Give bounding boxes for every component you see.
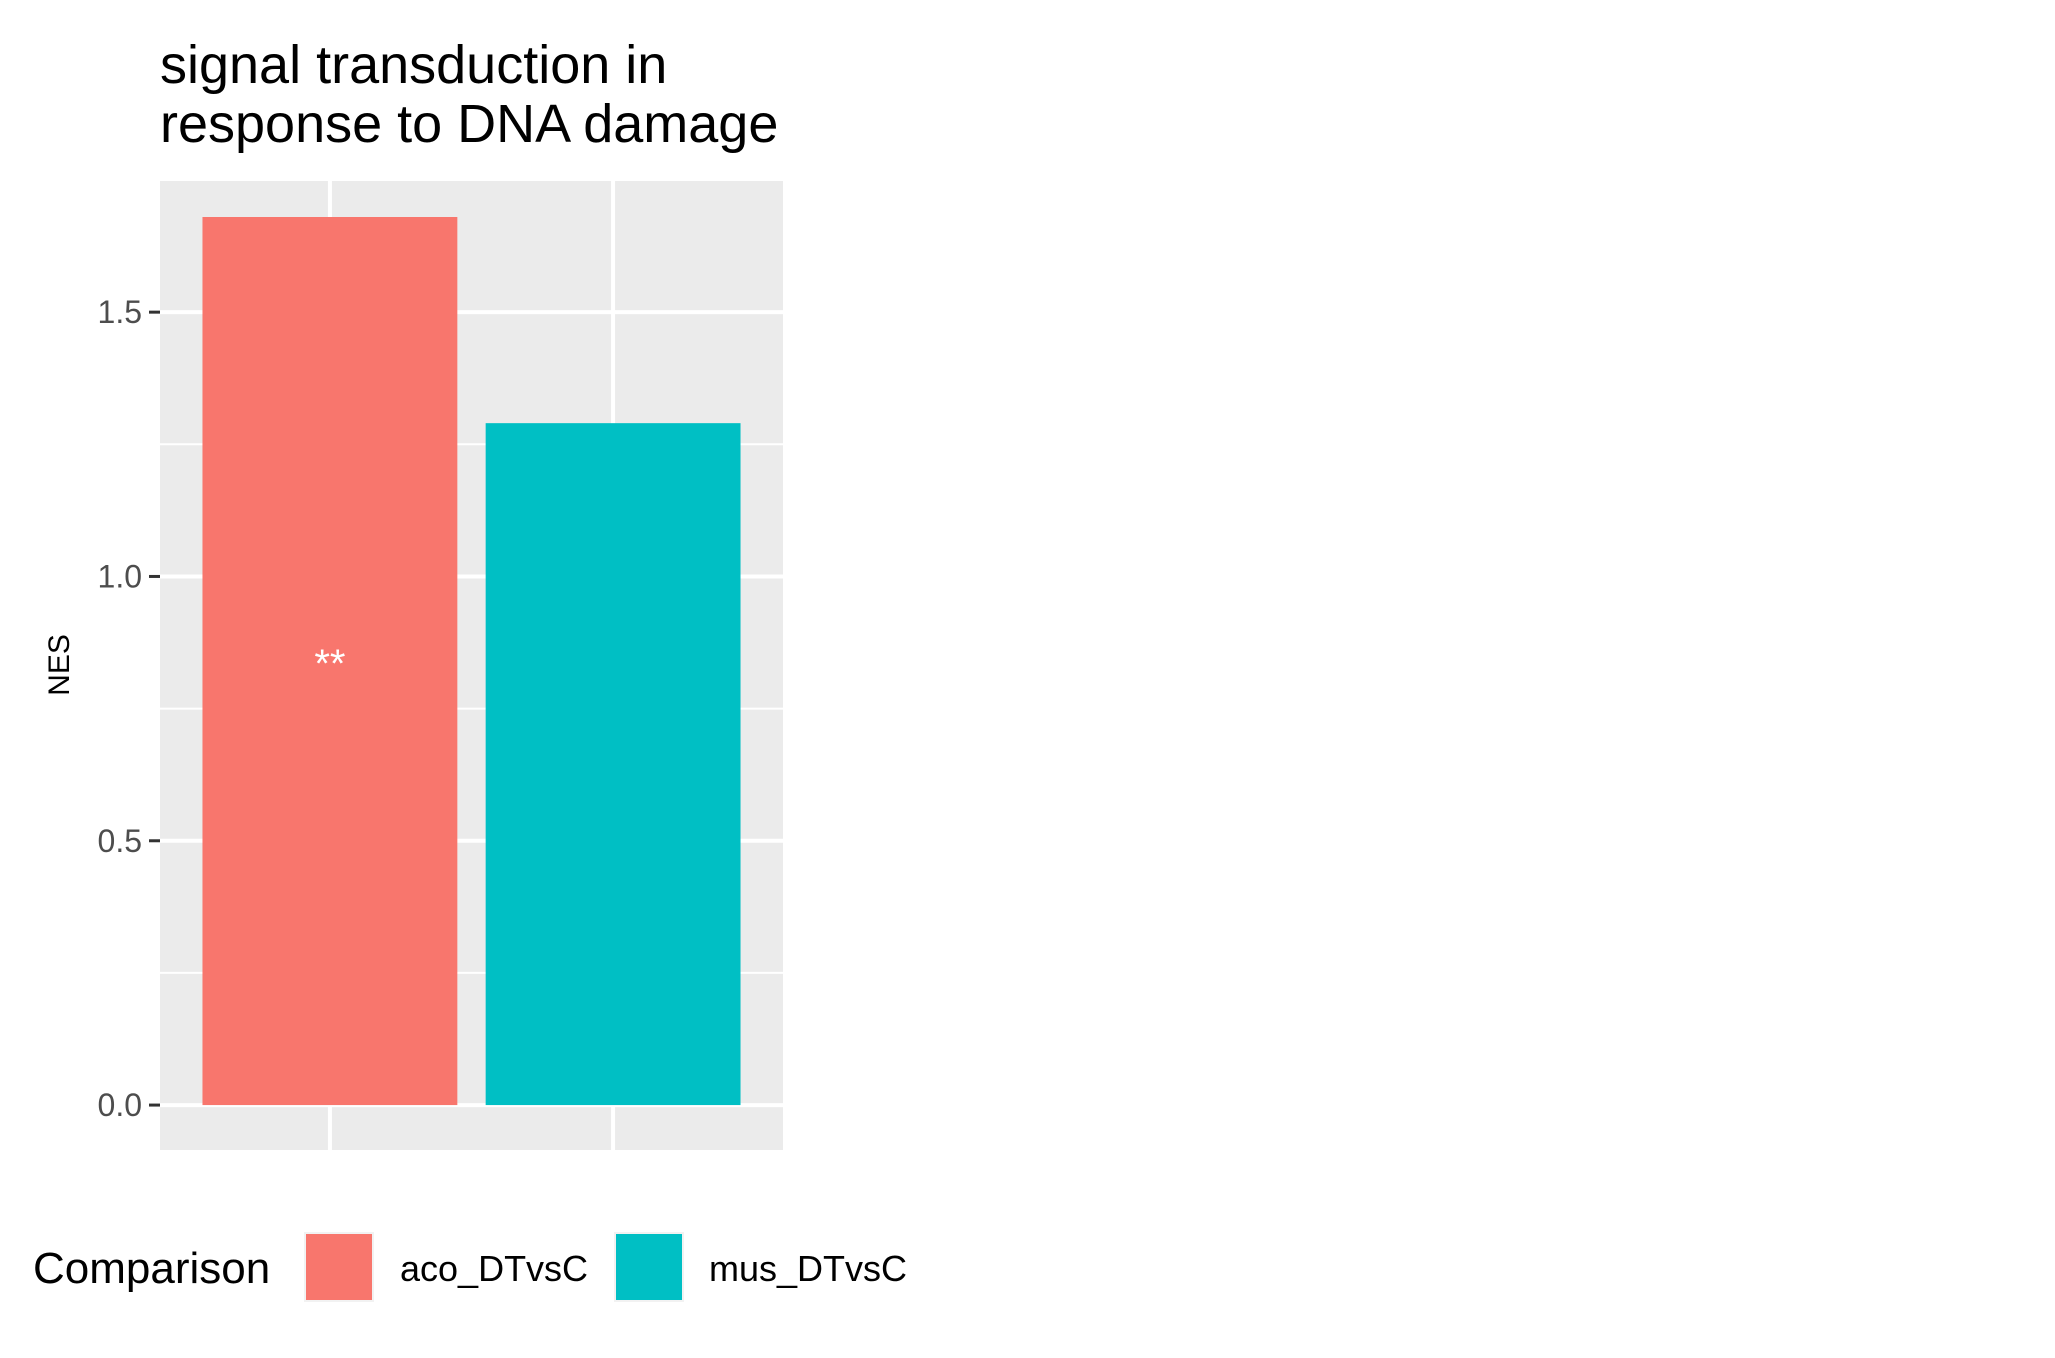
bars <box>202 217 741 1106</box>
legend: Comparison aco_DTvsC mus_DTvsC <box>33 1232 907 1302</box>
bar-aco_DTvsC <box>202 217 458 1106</box>
y-axis: 0.0 0.5 1.0 1.5 <box>98 294 160 1123</box>
chart-title-line-2: response to DNA damage <box>160 94 778 154</box>
y-tick-label: 1.0 <box>98 558 142 594</box>
legend-title: Comparison <box>33 1244 270 1293</box>
legend-key-mus <box>614 1232 684 1302</box>
legend-label-aco: aco_DTvsC <box>400 1248 588 1289</box>
legend-key-aco <box>304 1232 374 1302</box>
y-tick-label: 0.5 <box>98 823 142 859</box>
y-axis-title: NES <box>43 634 76 696</box>
bar-mus_DTvsC <box>485 423 741 1106</box>
y-tick-label: 0.0 <box>98 1087 142 1123</box>
y-tick-label: 1.5 <box>98 294 142 330</box>
bar-annotations: ** <box>314 642 345 686</box>
chart-title-line-1: signal transduction in <box>160 35 667 95</box>
legend-label-mus: mus_DTvsC <box>709 1248 907 1289</box>
significance-label: ** <box>314 642 345 686</box>
